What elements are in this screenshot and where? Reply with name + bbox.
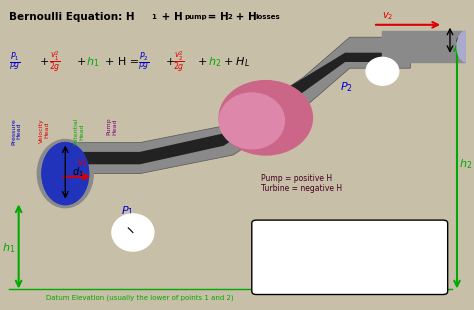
Text: + H =: + H = — [105, 57, 139, 67]
Text: 1: 1 — [152, 14, 156, 20]
Text: $v_1 d_1^2 = v_2 d_2^2$: $v_1 d_1^2 = v_2 d_2^2$ — [318, 251, 382, 271]
Text: Potential
Head: Potential Head — [74, 118, 85, 145]
Text: $\frac{v_1^2}{2g}$: $\frac{v_1^2}{2g}$ — [49, 50, 61, 74]
Text: pump: pump — [184, 14, 207, 20]
Text: + H: + H — [232, 12, 257, 22]
Text: $P_1$: $P_1$ — [121, 204, 134, 218]
Text: $h_2$: $h_2$ — [459, 157, 473, 171]
Text: $v_1$: $v_1$ — [77, 157, 88, 169]
Text: $P_2$: $P_2$ — [340, 80, 353, 94]
Text: $\frac{P_2}{\rho g}$: $\frac{P_2}{\rho g}$ — [137, 50, 149, 74]
Ellipse shape — [219, 93, 284, 149]
Text: $d_2$: $d_2$ — [455, 33, 466, 47]
Text: $v_2$: $v_2$ — [383, 10, 394, 22]
Ellipse shape — [366, 57, 399, 85]
Text: 2: 2 — [228, 14, 232, 20]
Text: +: + — [40, 57, 49, 67]
FancyBboxPatch shape — [252, 220, 447, 294]
Text: $h_2$: $h_2$ — [208, 55, 221, 69]
Text: Velocity
Head: Velocity Head — [39, 118, 50, 143]
Text: $h_1$: $h_1$ — [2, 241, 16, 255]
Ellipse shape — [42, 143, 89, 205]
Text: Pressure
Head: Pressure Head — [11, 118, 22, 144]
Text: + H: + H — [158, 12, 182, 22]
PathPatch shape — [65, 37, 410, 174]
Ellipse shape — [457, 31, 474, 62]
Ellipse shape — [37, 140, 93, 208]
Text: Continuity: Continuity — [321, 228, 379, 238]
Text: +: + — [198, 57, 208, 67]
Text: Pump
Head: Pump Head — [107, 118, 118, 135]
Text: Bernoulli Equation: H: Bernoulli Equation: H — [9, 12, 135, 22]
Text: = H: = H — [204, 12, 228, 22]
Text: Datum Elevation (usually the lower of points 1 and 2): Datum Elevation (usually the lower of po… — [46, 294, 234, 301]
Text: +: + — [77, 57, 86, 67]
Text: + $H_L$: + $H_L$ — [223, 55, 250, 69]
Text: $\frac{P_1}{\rho g}$: $\frac{P_1}{\rho g}$ — [9, 50, 21, 74]
Ellipse shape — [219, 81, 312, 155]
Text: $d_1$: $d_1$ — [72, 165, 84, 179]
Text: losses: losses — [255, 14, 280, 20]
PathPatch shape — [74, 53, 401, 164]
Text: Pump = positive H
Turbine = negative H: Pump = positive H Turbine = negative H — [261, 174, 342, 193]
Ellipse shape — [42, 143, 89, 205]
Text: $h_1$: $h_1$ — [86, 55, 100, 69]
Bar — [383, 31, 466, 62]
Text: +: + — [165, 57, 175, 67]
Ellipse shape — [112, 214, 154, 251]
Text: $\frac{v_2^2}{2g}$: $\frac{v_2^2}{2g}$ — [173, 50, 184, 74]
